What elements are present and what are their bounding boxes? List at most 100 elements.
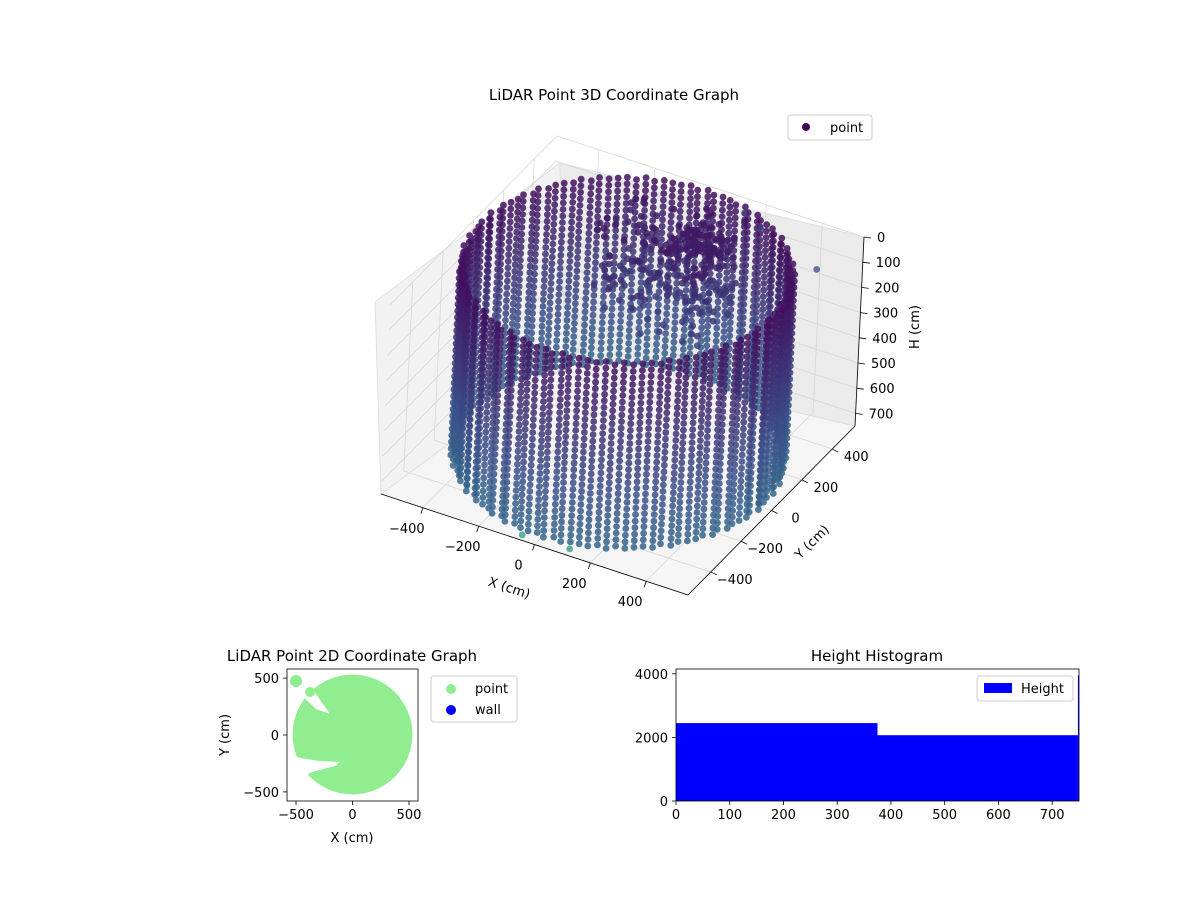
data-point-3d xyxy=(558,363,566,371)
data-point-3d xyxy=(521,432,529,440)
data-point-3d xyxy=(686,491,693,499)
data-point-3d xyxy=(527,474,534,482)
data-point-3d xyxy=(572,413,580,421)
data-point-3d xyxy=(694,193,701,201)
data-point-3d xyxy=(539,303,547,310)
data-point-3d xyxy=(614,503,621,511)
data-point-3d xyxy=(728,420,736,427)
data-point-3d xyxy=(605,188,612,196)
data-point-3d xyxy=(572,287,580,294)
data-point-3d xyxy=(739,431,747,439)
data-point-3d xyxy=(567,238,575,246)
data-point-3d xyxy=(699,525,707,533)
data-point-3d xyxy=(682,374,690,382)
data-point-3d xyxy=(673,279,681,287)
data-point-3d xyxy=(654,432,662,440)
data-point-3d xyxy=(664,273,671,281)
data-point-3d xyxy=(611,361,619,369)
x-tick-label: 200 xyxy=(562,577,587,592)
data-point-3d xyxy=(531,376,539,384)
data-point-3d xyxy=(573,394,581,401)
data-point-3d xyxy=(463,346,470,354)
data-point-3d xyxy=(770,230,778,238)
data-point-3d xyxy=(771,457,779,465)
data-point-3d xyxy=(535,483,543,490)
data-point-3d xyxy=(615,350,623,358)
data-point-3d xyxy=(471,304,479,311)
data-point-3d xyxy=(558,238,565,246)
data-point-3d xyxy=(535,489,543,497)
data-point-3d xyxy=(643,464,651,472)
data-point-3d xyxy=(693,199,701,207)
data-point-3d xyxy=(676,492,684,499)
data-point-3d xyxy=(700,512,707,519)
data-point-3d xyxy=(577,175,585,183)
data-point-3d xyxy=(713,432,721,440)
data-point-3d xyxy=(472,496,480,504)
data-point-3d xyxy=(542,487,549,495)
data-point-3d xyxy=(777,339,784,347)
data-point-3d xyxy=(562,433,570,441)
data-point-3d xyxy=(510,341,517,348)
data-point-3d xyxy=(684,524,692,532)
data-point-3d xyxy=(716,230,723,237)
data-point-3d xyxy=(700,499,708,506)
data-point-3d xyxy=(485,228,493,236)
data-point-3d xyxy=(619,398,626,406)
data-point-3d xyxy=(564,290,572,298)
data-point-3d xyxy=(756,466,764,474)
data-point-3d xyxy=(491,444,499,452)
data-point-3d xyxy=(627,413,635,421)
data-point-3d xyxy=(583,262,591,270)
data-point-3d xyxy=(485,369,493,377)
data-point-3d xyxy=(493,418,500,426)
data-point-3d xyxy=(761,253,769,261)
data-point-3d xyxy=(750,363,757,370)
data-point-3d xyxy=(526,488,534,495)
data-point-3d xyxy=(553,468,561,475)
data-point-3d xyxy=(643,451,651,459)
data-point-3d xyxy=(517,395,524,403)
data-point-3d xyxy=(477,391,485,399)
data-point-3d xyxy=(623,187,631,194)
data-point-3d xyxy=(496,207,504,214)
data-point-3d xyxy=(717,360,725,368)
data-point-3d xyxy=(737,336,745,344)
data-point-3d xyxy=(607,331,615,339)
data-point-3d xyxy=(687,195,694,203)
data-point-3d xyxy=(620,372,628,380)
data-point-3d xyxy=(725,485,733,493)
data-point-3d xyxy=(782,342,790,350)
y-tick-label: 400 xyxy=(844,450,869,465)
data-point-3d xyxy=(589,305,597,312)
data-point-3d xyxy=(553,343,560,351)
data-point-3d xyxy=(581,429,588,436)
data-point-3d xyxy=(676,289,684,297)
data-point-3d xyxy=(667,535,675,543)
y-tick-mark xyxy=(740,540,748,545)
data-point-3d xyxy=(513,222,521,229)
data-point-3d xyxy=(691,250,699,258)
data-point-3d xyxy=(462,487,470,495)
data-point-3d xyxy=(519,356,526,363)
data-point-3d xyxy=(681,400,688,408)
data-point-3d xyxy=(634,229,642,236)
data-point-3d xyxy=(755,249,763,257)
data-point-3d xyxy=(479,494,487,501)
data-point-3d xyxy=(519,471,527,479)
data-point-3d xyxy=(588,344,595,352)
data-point-3d xyxy=(715,220,723,228)
data-point-3d xyxy=(661,343,669,351)
data-point-3d xyxy=(548,260,556,268)
data-point-3d xyxy=(526,269,534,276)
data-point-3d xyxy=(642,477,650,485)
data-point-3d xyxy=(692,360,700,368)
data-point-3d xyxy=(717,347,725,355)
data-point-3d xyxy=(707,277,714,284)
data-point-3d xyxy=(680,413,688,421)
data-point-3d xyxy=(620,365,628,373)
data-point-3d xyxy=(741,287,748,295)
data-point-3d xyxy=(789,260,797,268)
data-point-3d xyxy=(707,361,715,369)
histogram-x-tick-label: 700 xyxy=(1040,808,1065,823)
